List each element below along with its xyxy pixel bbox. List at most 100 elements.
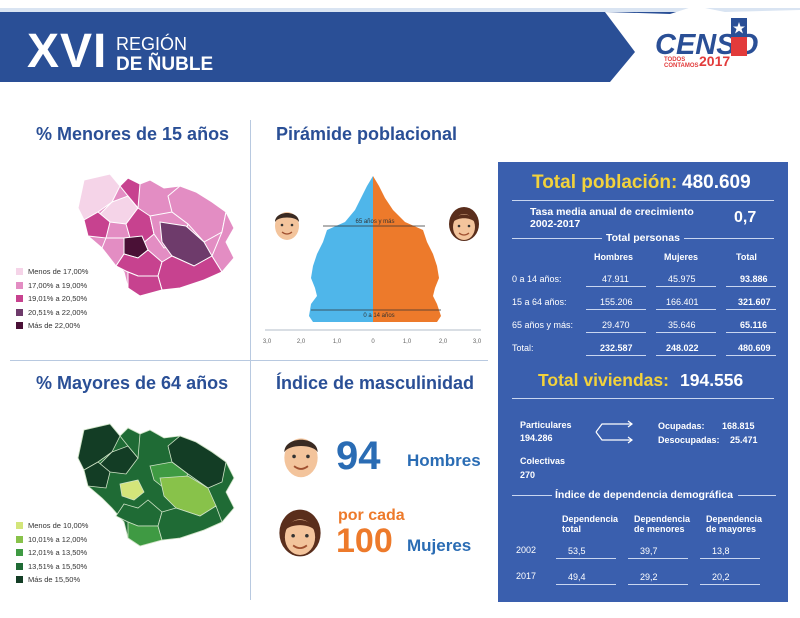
region-word: REGIÓN [116, 34, 188, 54]
divider [512, 200, 774, 201]
divider [738, 495, 776, 496]
divider [512, 238, 602, 239]
col-header: Mujeres [664, 252, 699, 262]
divider [726, 309, 776, 310]
legend-item: 19,01% a 20,50% [16, 292, 88, 306]
piramide-title: Pirámide poblacional [276, 124, 458, 144]
legend-label: 12,01% a 13,50% [28, 548, 88, 558]
legend-label: Más de 22,00% [28, 321, 81, 331]
personas-title: Total personas [606, 232, 680, 244]
legend-item: 17,00% a 19,00% [16, 279, 88, 293]
legend-label: Más de 15,50% [28, 575, 81, 585]
mayores-legend: Menos de 10,00% 10,01% a 12,00% 12,01% a… [16, 519, 88, 587]
legend-swatch [16, 268, 23, 276]
cell-value: 65.116 [740, 320, 768, 330]
man-face-icon [275, 212, 299, 240]
map-region [77, 173, 121, 221]
dep-header: Dependencia [562, 514, 619, 524]
dep-value: 29,2 [640, 572, 658, 582]
divider [586, 286, 646, 287]
row-label: 15 a 64 años: [512, 297, 567, 307]
desocupadas-label: Desocupadas: [658, 435, 720, 445]
dep-value: 20,2 [712, 572, 730, 582]
map-region [77, 423, 121, 471]
dep-header: de mayores [706, 524, 757, 534]
legend-item: Menos de 10,00% [16, 519, 88, 533]
divider [586, 332, 646, 333]
map-region [83, 211, 111, 239]
x-tick: 0 [371, 339, 375, 345]
colectivas-value: 270 [520, 470, 536, 480]
legend-swatch [16, 281, 23, 289]
particulares-label: Particulares [520, 420, 572, 430]
divider [684, 238, 774, 239]
split-arrow-icon [595, 420, 633, 444]
x-tick: 2,0 [297, 339, 306, 345]
cell-value: 35.646 [668, 320, 696, 330]
pyramid-women [373, 176, 441, 322]
row-label: Total: [512, 343, 534, 353]
col-header: Total [736, 252, 757, 262]
legend-item: Menos de 17,00% [16, 265, 88, 279]
map-region [119, 479, 145, 501]
per-label: por cada [338, 507, 405, 524]
legend-swatch [16, 308, 23, 316]
cell-value: 166.401 [666, 297, 699, 307]
cell-value: 321.607 [738, 297, 771, 307]
tasa-label: Tasa media anual de crecimiento [530, 206, 694, 218]
dep-header: Dependencia [706, 514, 763, 524]
map-region [167, 185, 227, 243]
chile-flag-icon [731, 18, 747, 56]
man-face-icon [284, 438, 318, 478]
dep-value: 49,4 [568, 572, 586, 582]
map-region [119, 177, 141, 210]
map-region [127, 271, 163, 297]
viviendas-value: 194.556 [680, 370, 744, 390]
base-value: 100 [336, 522, 393, 560]
dep-value: 53,5 [568, 546, 586, 556]
cell-value: 45.975 [668, 274, 696, 284]
legend-item: 12,01% a 13,50% [16, 546, 88, 560]
masculinidad-title: Índice de masculinidad [276, 373, 475, 393]
divider [700, 584, 760, 585]
cell-value: 480.609 [738, 343, 771, 353]
divider [628, 584, 688, 585]
menores-legend: Menos de 17,00% 17,00% a 19,00% 19,01% a… [16, 265, 88, 333]
cell-value: 155.206 [600, 297, 633, 307]
woman-face-icon [449, 207, 479, 241]
x-tick: 3,0 [263, 339, 272, 345]
total-pop-value: 480.609 [682, 172, 751, 193]
dep-header: de menores [634, 524, 685, 534]
legend-swatch [16, 576, 23, 584]
dep-header: total [562, 524, 581, 534]
legend-swatch [16, 322, 23, 330]
legend-swatch [16, 535, 23, 543]
tasa-period: 2002-2017 [530, 218, 581, 230]
legend-label: 20,51% a 22,00% [28, 307, 88, 317]
summary-panel: Total población: 480.609 Tasa media anua… [498, 162, 788, 602]
cell-value: 248.022 [666, 343, 699, 353]
dep-value: 13,8 [712, 546, 730, 556]
divider [656, 355, 716, 356]
map-region [167, 435, 227, 489]
legend-swatch [16, 562, 23, 570]
legend-item: 13,51% a 15,50% [16, 560, 88, 574]
legend-swatch [16, 295, 23, 303]
colectivas-label: Colectivas [520, 456, 566, 466]
divider [556, 558, 616, 559]
horizontal-divider [10, 360, 488, 361]
x-tick: 3,0 [473, 339, 482, 345]
divider [556, 584, 616, 585]
label-14: 0 a 14 años [363, 313, 394, 319]
legend-label: 10,01% a 12,00% [28, 534, 88, 544]
dep-header: Dependencia [634, 514, 691, 524]
x-tick: 1,0 [403, 339, 412, 345]
legend-swatch [16, 522, 23, 530]
mayores-title: % Mayores de 64 años [36, 373, 229, 393]
legend-item: 20,51% a 22,00% [16, 306, 88, 320]
legend-label: 17,00% a 19,00% [28, 280, 88, 290]
cell-value: 232.587 [600, 343, 633, 353]
map-region [83, 461, 111, 489]
cell-value: 47.911 [602, 274, 629, 284]
censo-year: 2017 [699, 53, 731, 69]
